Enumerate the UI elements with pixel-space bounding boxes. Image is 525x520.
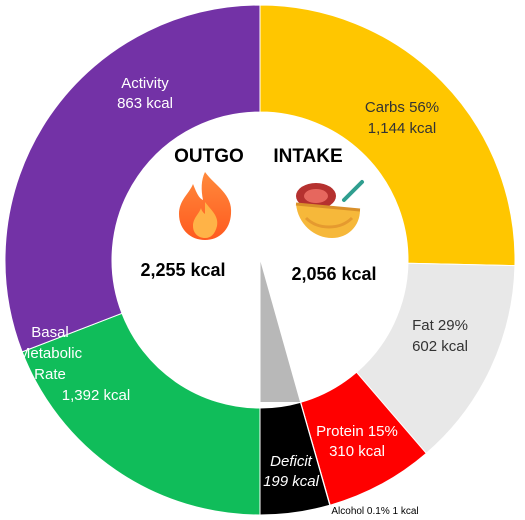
outgo-total: 2,255 kcal (140, 260, 225, 280)
food-bowl-icon (295, 180, 364, 238)
label-deficit: Deficit 199 kcal (263, 453, 320, 490)
slice-activity (21, 312, 261, 516)
label-bmr: Basal Metabolic Rate 1,392 kcal (18, 324, 130, 404)
donut-ring (4, 4, 516, 516)
label-carbs: Carbs 56% 1,144 kcal (365, 99, 439, 137)
label-activity: Activity 863 kcal (117, 75, 173, 112)
fire-icon (179, 172, 232, 240)
label-alcohol: Alcohol 0.1% 1 kcal (331, 506, 418, 517)
intake-total: 2,056 kcal (291, 264, 376, 284)
intake-header: INTAKE (273, 146, 342, 167)
inner-wedge (259, 5, 300, 515)
slice-labels: Activity 863 kcal Basal Metabolic Rate 1,392 … (18, 75, 468, 517)
label-protein: Protein 15% 310 kcal (316, 423, 398, 460)
label-fat: Fat 29% 602 kcal (412, 317, 468, 355)
outgo-header: OUTGO (174, 146, 244, 167)
alcohol-wedge (260, 260, 300, 402)
